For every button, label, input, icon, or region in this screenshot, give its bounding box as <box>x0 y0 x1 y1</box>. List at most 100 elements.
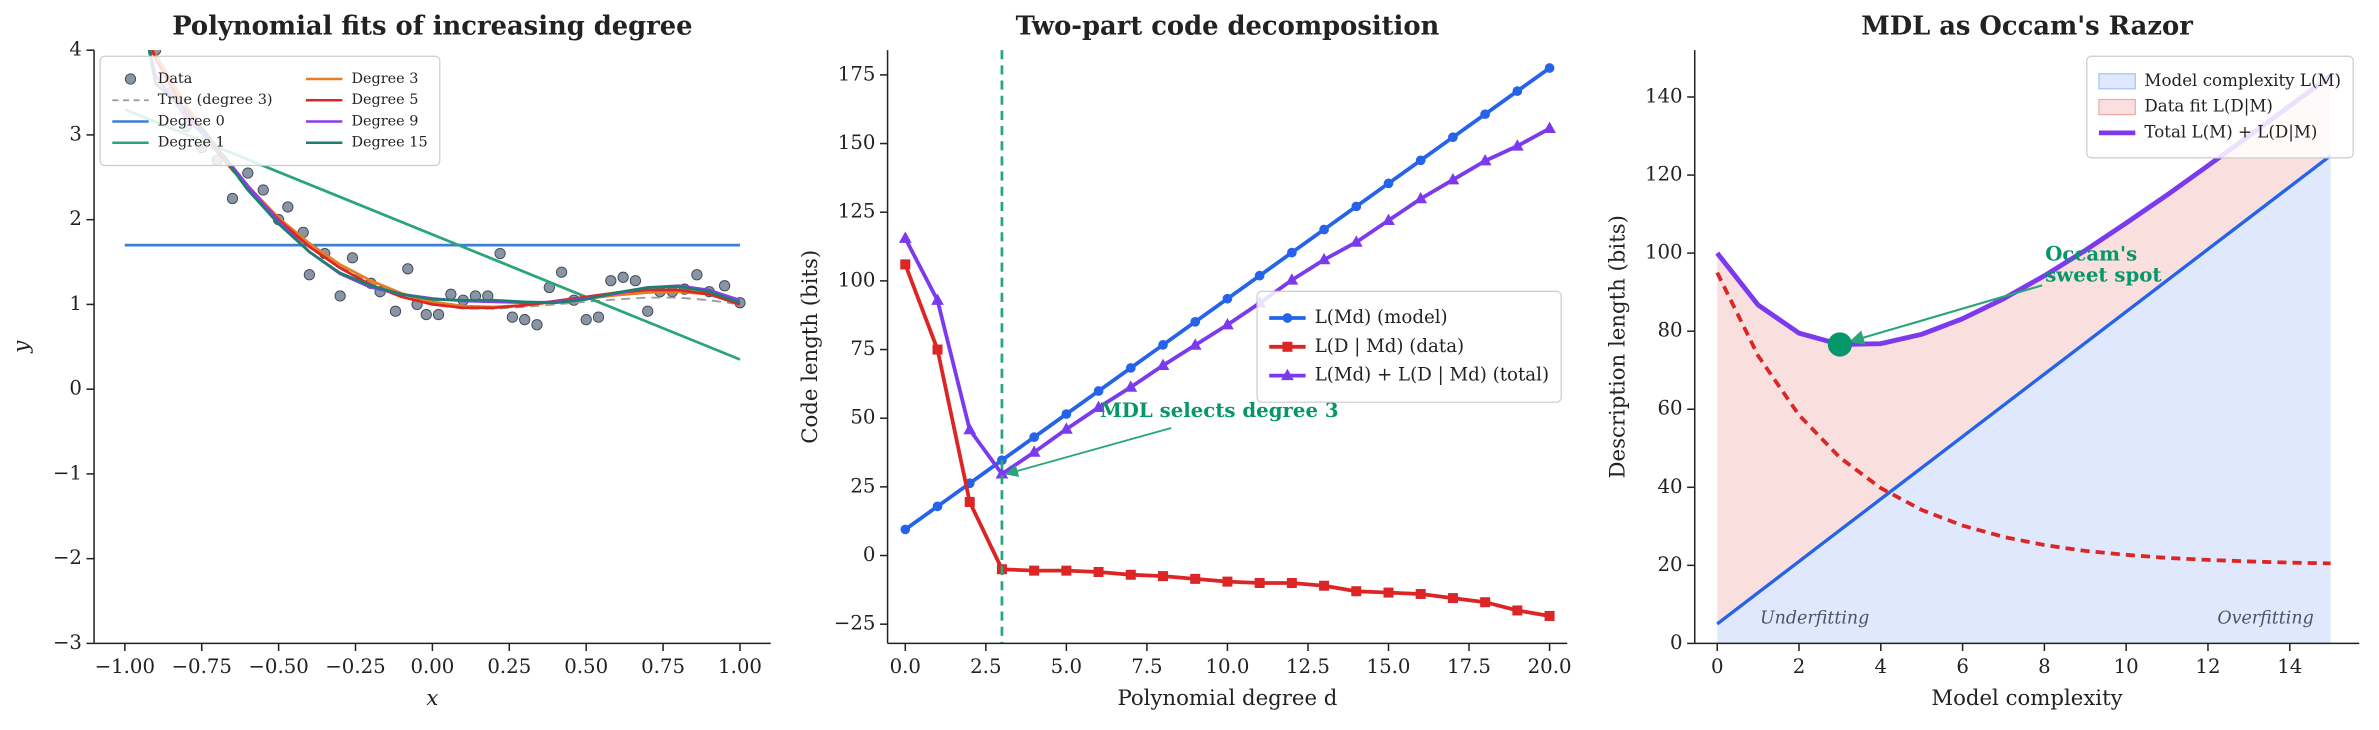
legend-label: L(Md) (model) <box>1315 307 1448 328</box>
y-tick-label: 120 <box>1645 163 1683 186</box>
legend-label: Data fit L(D|M) <box>2144 97 2273 116</box>
legend-swatch <box>2098 98 2136 116</box>
point-marker <box>1158 340 1168 350</box>
point-marker <box>1543 121 1556 134</box>
data-point <box>642 305 654 317</box>
point-marker <box>1446 172 1460 185</box>
point-marker <box>1188 338 1202 350</box>
legend-marker <box>1281 368 1294 381</box>
point-marker <box>900 259 911 270</box>
y-tick-label: 3 <box>69 122 82 145</box>
data-point <box>445 288 457 300</box>
legend-label: Degree 15 <box>351 135 427 151</box>
point-marker <box>1349 235 1363 247</box>
data-point <box>580 314 592 326</box>
x-tick-label: 0.75 <box>641 655 685 678</box>
x-tick-label: 15.0 <box>1367 655 1411 678</box>
point-marker <box>1092 400 1105 413</box>
legend-swatch <box>124 73 137 85</box>
y-tick-label: 100 <box>838 268 876 291</box>
data-point <box>718 280 731 292</box>
point-marker <box>1319 580 1330 591</box>
x-tick-label: 4 <box>1875 655 1888 678</box>
legend-label: Model complexity L(M) <box>2144 71 2341 90</box>
point-marker <box>1059 422 1073 434</box>
annotation: sweet spot <box>2045 263 2162 287</box>
legend: Data True (degree 3) Degree 0 Degree 1 Degre… <box>99 55 441 167</box>
point-marker <box>1287 247 1297 258</box>
chart-title: MDL as Occam's Razor <box>1861 11 2193 41</box>
data-point <box>242 167 254 179</box>
point-marker <box>1093 566 1104 578</box>
optimum-point <box>1827 332 1853 357</box>
point-marker <box>1222 293 1233 304</box>
legend-box <box>2086 55 2354 159</box>
legend-label: L(Md) + L(D | Md) (total) <box>1315 365 1549 386</box>
x-axis-label: Polynomial degree d <box>1117 686 1337 711</box>
y-tick-label: 80 <box>1658 319 1683 342</box>
point-marker <box>1254 577 1265 588</box>
point-marker <box>1222 576 1233 587</box>
data-point <box>402 263 414 275</box>
x-tick-label: 8 <box>2038 655 2051 678</box>
legend-label: Data <box>158 71 193 87</box>
legend-marker <box>1282 341 1293 352</box>
data-point <box>334 290 346 302</box>
x-axis-label: x <box>426 686 438 711</box>
x-axis-label: Model complexity <box>1931 686 2122 711</box>
y-tick-label: 0 <box>863 543 876 566</box>
point-marker <box>931 293 944 305</box>
x-tick-label: 7.5 <box>1131 655 1162 678</box>
point-marker <box>1480 597 1491 608</box>
y-axis-label: Description length (bits) <box>1605 215 1630 478</box>
region-label: Overfitting <box>2217 609 2313 629</box>
y-tick-label: 125 <box>838 200 876 223</box>
y-axis-label: Code length (bits) <box>798 250 823 444</box>
plot-area <box>124 50 746 361</box>
x-tick-label: 12 <box>2195 655 2220 678</box>
point-marker <box>1285 273 1299 285</box>
y-tick-label: 4 <box>69 38 82 61</box>
annotation-arrow <box>1005 427 1172 478</box>
point-marker <box>1029 565 1040 576</box>
data-point <box>303 269 315 281</box>
x-tick-label: 10 <box>2114 655 2139 678</box>
y-tick-label: 1 <box>69 292 82 315</box>
y-tick-label: 140 <box>1645 85 1683 108</box>
x-tick-label: −0.25 <box>325 655 385 678</box>
data-point <box>531 319 543 331</box>
x-tick-label: 14 <box>2277 655 2302 678</box>
data-point <box>226 192 239 205</box>
data-point <box>629 275 642 287</box>
data-point <box>592 311 605 323</box>
legend-label: Degree 0 <box>158 113 225 129</box>
data-point <box>555 266 568 278</box>
point-marker <box>1319 224 1329 235</box>
legend: L(Md) (model) L(D | Md) (data) L(Md) + L(D… <box>1256 290 1562 403</box>
legend-box <box>1256 290 1562 403</box>
point-marker <box>1415 155 1426 166</box>
y-tick-label: 100 <box>1645 241 1683 264</box>
legend-items: Model complexity L(M) Data fit L(D|M) Tota… <box>2098 71 2341 141</box>
data-point <box>282 201 294 213</box>
point-marker <box>1124 380 1138 392</box>
point-marker <box>1383 178 1394 189</box>
point-marker <box>1254 270 1265 281</box>
y-tick-label: −2 <box>53 546 82 569</box>
point-marker <box>1157 571 1169 582</box>
y-tick-label: −25 <box>834 612 876 635</box>
point-marker <box>1383 587 1394 598</box>
legend-label: L(D | Md) (data) <box>1315 336 1464 357</box>
legend-swatch <box>2098 73 2136 90</box>
point-marker <box>1544 63 1555 73</box>
legend-box <box>99 55 441 167</box>
x-tick-label: 5.0 <box>1051 655 1082 678</box>
point-marker <box>1351 201 1362 212</box>
point-marker <box>1351 586 1362 597</box>
point-marker <box>1480 109 1490 120</box>
x-tick-label: 0.25 <box>487 655 531 678</box>
series-line <box>1715 271 2331 566</box>
x-tick-label: 20.0 <box>1528 655 1572 678</box>
point-marker <box>1061 565 1072 576</box>
